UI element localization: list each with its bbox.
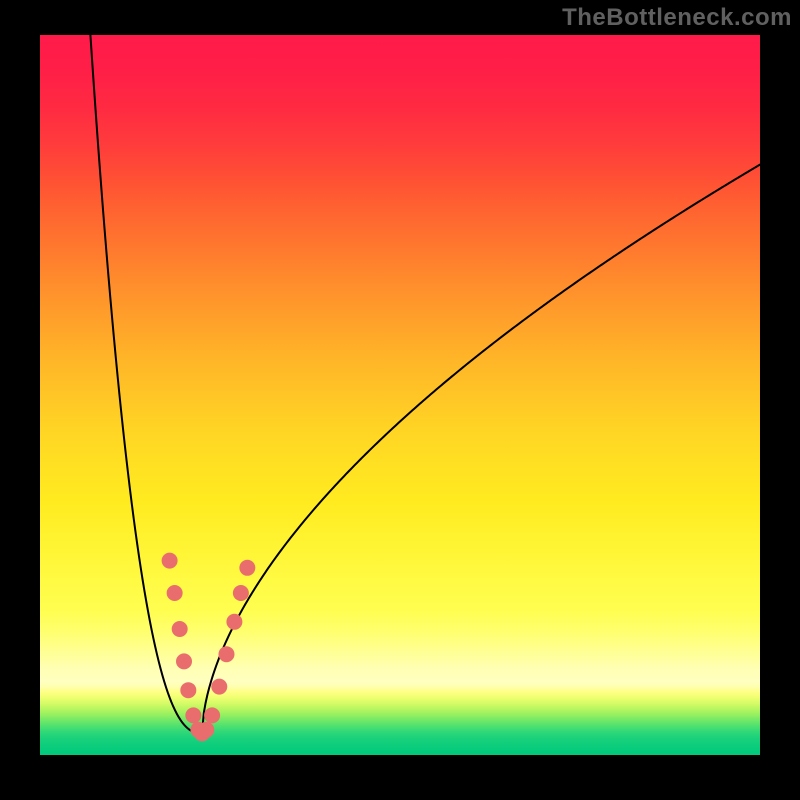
marker-dot (233, 585, 249, 601)
chart-container: TheBottleneck.com (0, 0, 800, 800)
marker-dot (162, 553, 178, 569)
marker-dot (185, 707, 201, 723)
marker-dot (180, 682, 196, 698)
marker-dot (239, 560, 255, 576)
marker-dot (167, 585, 183, 601)
chart-svg (0, 0, 800, 800)
marker-dot (204, 707, 220, 723)
marker-dot (176, 653, 192, 669)
plot-background (40, 35, 760, 755)
marker-dot (198, 722, 214, 738)
marker-dot (172, 621, 188, 637)
marker-dot (218, 646, 234, 662)
marker-dot (226, 614, 242, 630)
marker-dot (211, 679, 227, 695)
watermark-label: TheBottleneck.com (562, 4, 792, 32)
